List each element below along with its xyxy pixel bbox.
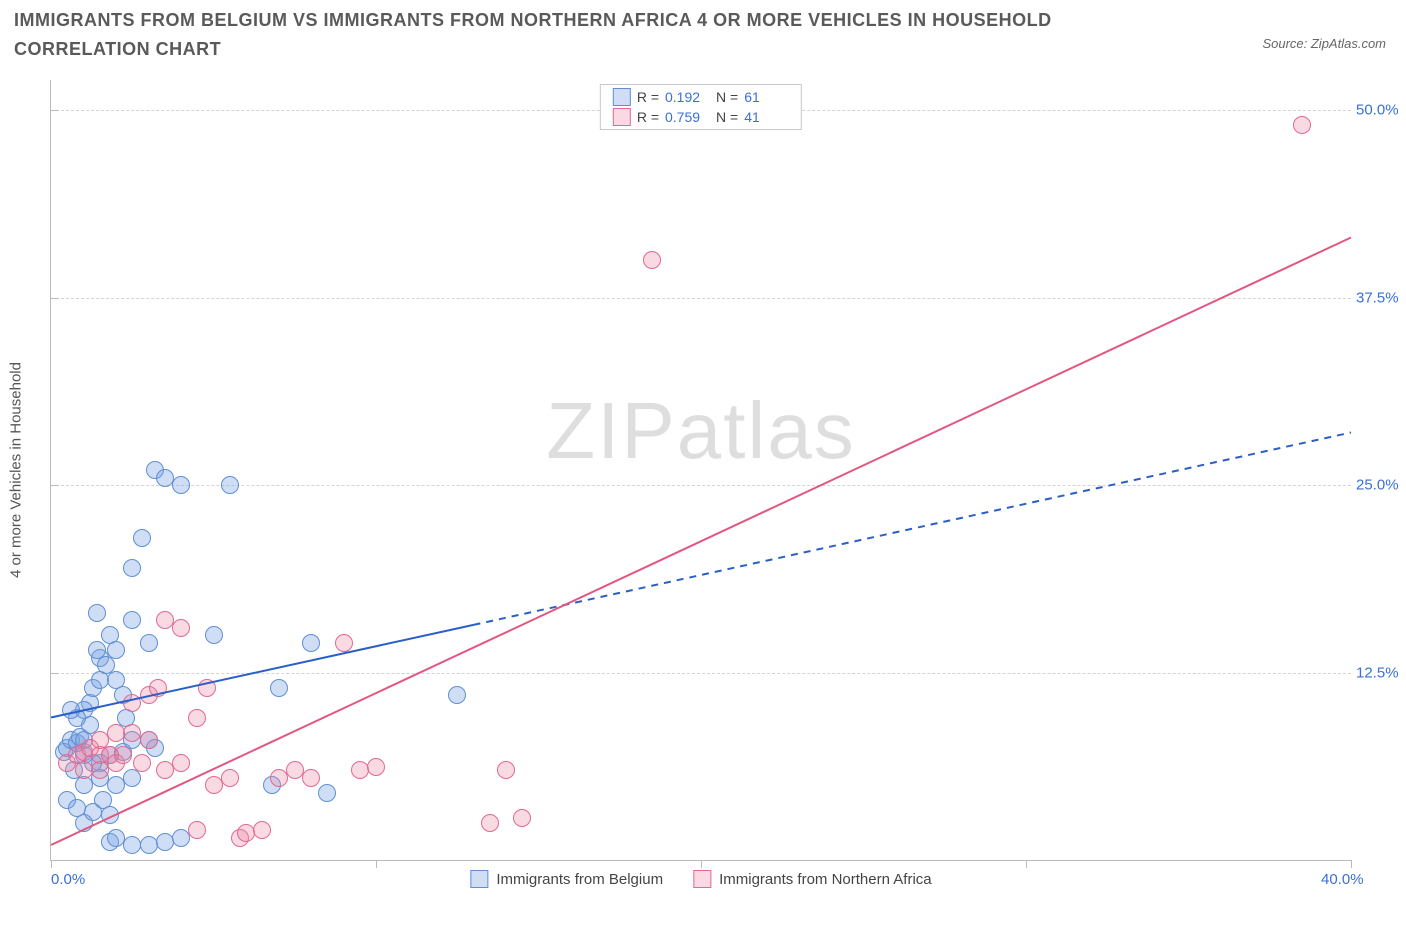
r-label: R = (637, 109, 659, 125)
x-tick (1026, 860, 1027, 868)
legend-swatch (693, 870, 711, 888)
data-point (133, 529, 151, 547)
y-tick-label: 25.0% (1356, 477, 1406, 494)
data-point (1293, 116, 1311, 134)
gridline (51, 298, 1351, 299)
data-point (318, 784, 336, 802)
n-label: N = (716, 109, 738, 125)
n-value: 61 (744, 89, 789, 105)
x-tick (1351, 860, 1352, 868)
trend-lines-layer (51, 80, 1351, 860)
data-point (140, 836, 158, 854)
data-point (123, 694, 141, 712)
data-point (107, 724, 125, 742)
y-tick (51, 298, 59, 299)
r-value: 0.759 (665, 109, 710, 125)
series-legend-item: Immigrants from Northern Africa (693, 870, 932, 888)
data-point (172, 619, 190, 637)
gridline (51, 485, 1351, 486)
data-point (172, 829, 190, 847)
data-point (94, 791, 112, 809)
stats-legend-row: R = 0.192 N = 61 (601, 87, 801, 107)
stats-legend: R = 0.192 N = 61 R = 0.759 N = 41 (600, 84, 802, 130)
legend-swatch (470, 870, 488, 888)
data-point (62, 701, 80, 719)
data-point (643, 251, 661, 269)
x-tick-label: 40.0% (1321, 871, 1364, 888)
data-point (88, 641, 106, 659)
y-tick (51, 673, 59, 674)
scatter-plot: 4 or more Vehicles in Household ZIPatlas… (50, 80, 1351, 861)
data-point (198, 679, 216, 697)
data-point (335, 634, 353, 652)
data-point (88, 604, 106, 622)
y-tick-label: 12.5% (1356, 664, 1406, 681)
x-tick (51, 860, 52, 868)
data-point (107, 829, 125, 847)
data-point (351, 761, 369, 779)
data-point (123, 559, 141, 577)
data-point (221, 769, 239, 787)
chart-title: IMMIGRANTS FROM BELGIUM VS IMMIGRANTS FR… (14, 6, 1114, 64)
y-tick-label: 50.0% (1356, 102, 1406, 119)
data-point (448, 686, 466, 704)
x-tick-label: 0.0% (51, 871, 85, 888)
data-point (156, 761, 174, 779)
data-point (270, 769, 288, 787)
data-point (237, 824, 255, 842)
series-legend-label: Immigrants from Belgium (496, 871, 663, 888)
data-point (107, 776, 125, 794)
data-point (513, 809, 531, 827)
data-point (91, 761, 109, 779)
series-legend-item: Immigrants from Belgium (470, 870, 663, 888)
data-point (302, 634, 320, 652)
data-point (172, 754, 190, 772)
trend-line-dashed (474, 433, 1352, 625)
y-tick (51, 485, 59, 486)
data-point (253, 821, 271, 839)
x-tick (701, 860, 702, 868)
legend-swatch (613, 108, 631, 126)
source-attribution: Source: ZipAtlas.com (1262, 36, 1386, 51)
data-point (221, 476, 239, 494)
n-label: N = (716, 89, 738, 105)
data-point (140, 634, 158, 652)
data-point (123, 611, 141, 629)
stats-legend-row: R = 0.759 N = 41 (601, 107, 801, 127)
data-point (114, 746, 132, 764)
data-point (302, 769, 320, 787)
data-point (367, 758, 385, 776)
series-legend: Immigrants from Belgium Immigrants from N… (470, 870, 931, 888)
series-legend-label: Immigrants from Northern Africa (719, 871, 932, 888)
data-point (481, 814, 499, 832)
data-point (205, 776, 223, 794)
r-label: R = (637, 89, 659, 105)
y-axis-label: 4 or more Vehicles in Household (8, 362, 25, 578)
data-point (123, 769, 141, 787)
data-point (172, 476, 190, 494)
watermark: ZIPatlas (546, 385, 855, 477)
n-value: 41 (744, 109, 789, 125)
data-point (270, 679, 288, 697)
data-point (188, 821, 206, 839)
data-point (497, 761, 515, 779)
gridline (51, 673, 1351, 674)
r-value: 0.192 (665, 89, 710, 105)
y-tick-label: 37.5% (1356, 289, 1406, 306)
data-point (107, 641, 125, 659)
x-tick (376, 860, 377, 868)
data-point (205, 626, 223, 644)
data-point (133, 754, 151, 772)
trend-line-solid (51, 238, 1351, 846)
data-point (188, 709, 206, 727)
y-tick (51, 110, 59, 111)
data-point (149, 679, 167, 697)
legend-swatch (613, 88, 631, 106)
data-point (140, 731, 158, 749)
